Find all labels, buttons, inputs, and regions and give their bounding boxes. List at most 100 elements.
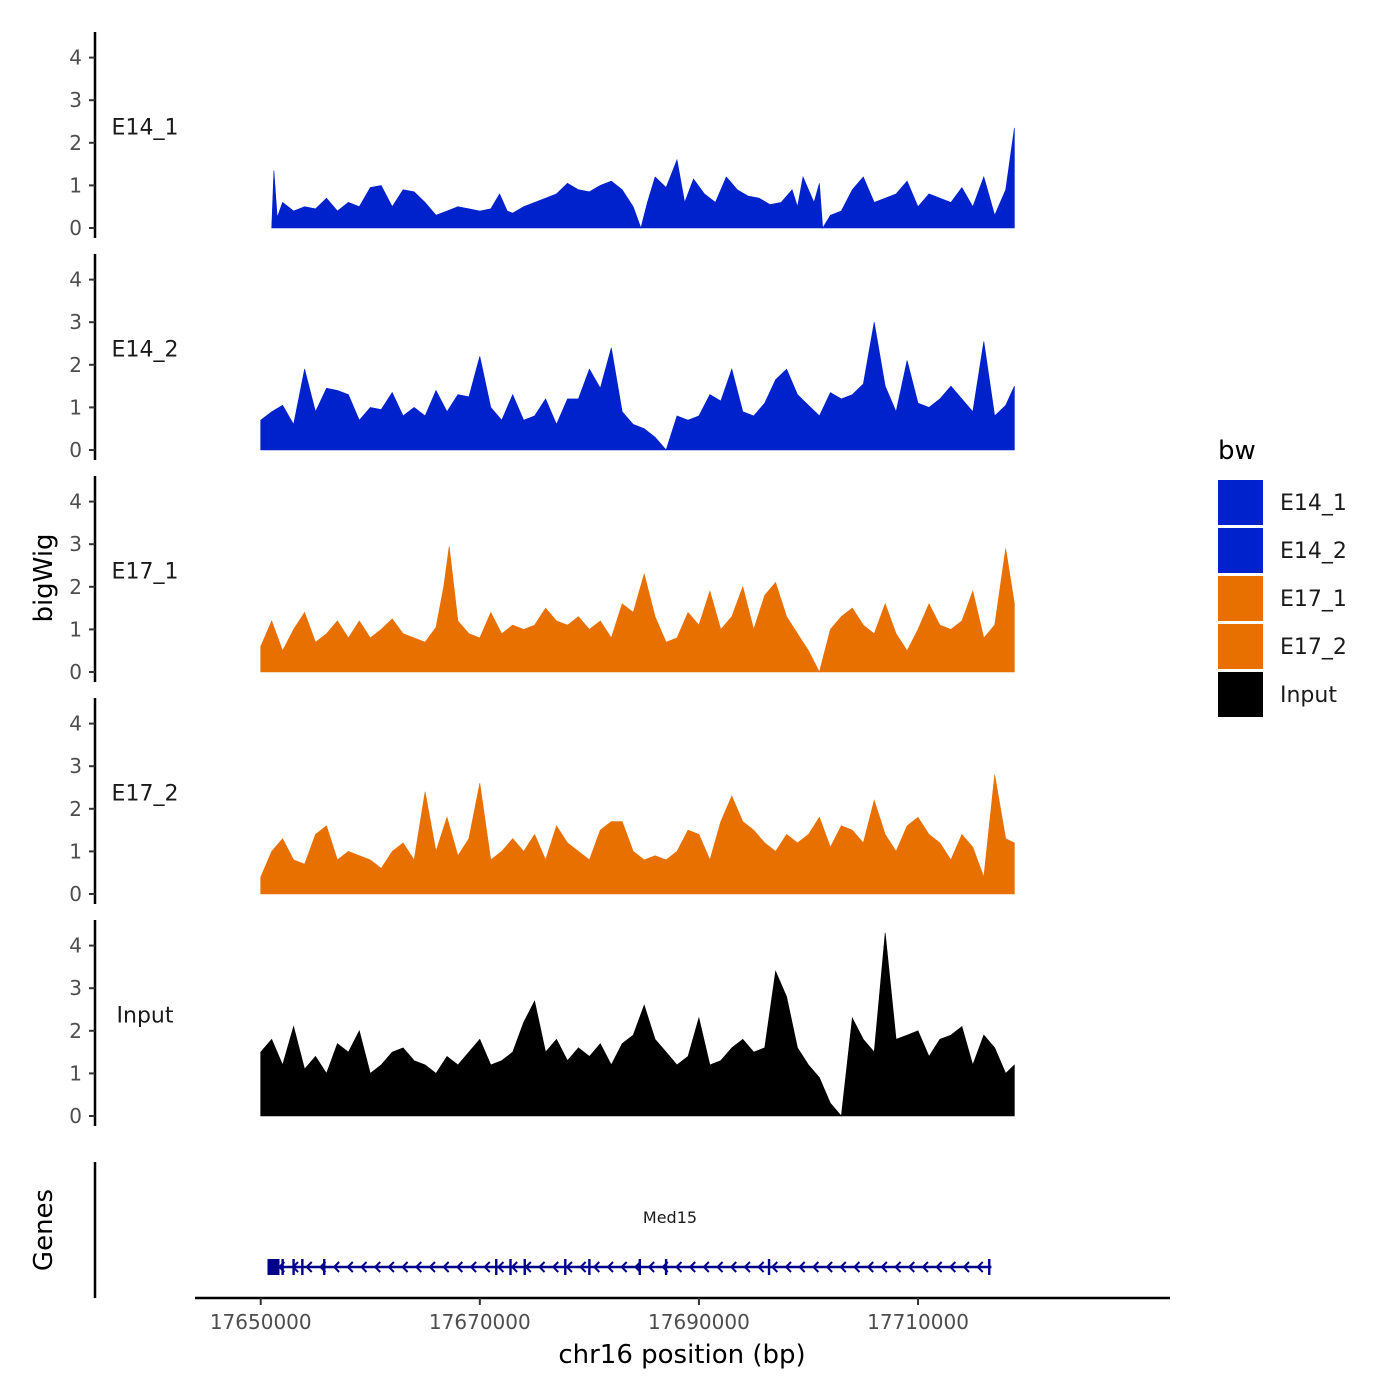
gene-exon xyxy=(988,1259,991,1275)
track-input: 0 1 2 3 4 Input xyxy=(69,920,1015,1128)
legend-swatch xyxy=(1218,624,1263,669)
x-axis-ticks: 17650000 17670000 17690000 17710000 xyxy=(210,1298,969,1334)
track-label: E17_1 xyxy=(112,559,179,584)
area-e17-2 xyxy=(260,774,1015,895)
strand-arrow xyxy=(743,1261,751,1273)
gene-exon xyxy=(664,1259,668,1275)
strand-arrow xyxy=(962,1261,970,1273)
gene-exon xyxy=(275,1259,279,1275)
legend: bw E14_1 E14_2 E17_1 E17_2 Input xyxy=(1218,436,1347,717)
track-label: E17_2 xyxy=(112,781,179,806)
legend-label: E17_1 xyxy=(1280,587,1347,612)
legend-label: Input xyxy=(1280,683,1337,708)
legend-label: E17_2 xyxy=(1280,635,1347,660)
y-tick-label: 3 xyxy=(69,976,82,1000)
x-tick-label: 17670000 xyxy=(429,1310,531,1334)
legend-title: bw xyxy=(1218,436,1256,466)
strand-arrow xyxy=(675,1261,683,1273)
y-tick-label: 0 xyxy=(69,216,82,240)
y-tick-label: 1 xyxy=(69,173,82,197)
y-tick-label: 1 xyxy=(69,839,82,863)
strand-arrow xyxy=(332,1261,340,1273)
legend-item-e17-1: E17_1 xyxy=(1218,576,1347,621)
y-tick-label: 3 xyxy=(69,532,82,556)
y-tick-label: 1 xyxy=(69,617,82,641)
strand-arrow xyxy=(839,1261,847,1273)
strand-arrow xyxy=(866,1261,874,1273)
track-label: E14_1 xyxy=(112,115,179,140)
strand-arrow xyxy=(825,1261,833,1273)
gene-panel: Med15 xyxy=(93,1162,992,1298)
y-tick-label: 2 xyxy=(69,353,82,377)
strand-arrow xyxy=(551,1261,559,1273)
y-tick-label: 4 xyxy=(69,490,82,514)
strand-arrow xyxy=(538,1261,546,1273)
y-tick-label: 4 xyxy=(69,934,82,958)
y-tick-label: 2 xyxy=(69,797,82,821)
strand-arrow xyxy=(346,1261,354,1273)
legend-label: E14_2 xyxy=(1280,539,1347,564)
legend-item-e14-2: E14_2 xyxy=(1218,528,1347,573)
area-e14-2 xyxy=(260,322,1015,451)
strand-arrow xyxy=(716,1261,724,1273)
x-axis: 17650000 17670000 17690000 17710000 xyxy=(195,1296,1170,1334)
strand-arrow xyxy=(921,1261,929,1273)
strand-arrow xyxy=(469,1261,477,1273)
area-e17-1 xyxy=(260,546,1015,673)
gene-exon xyxy=(281,1259,284,1275)
y-tick-label: 0 xyxy=(69,438,82,462)
strand-arrow xyxy=(414,1261,422,1273)
strand-arrow xyxy=(483,1261,491,1273)
legend-swatch xyxy=(1218,672,1263,717)
x-tick-label: 17710000 xyxy=(867,1310,969,1334)
strand-arrow xyxy=(373,1261,381,1273)
area-e14-1 xyxy=(271,127,1015,230)
strand-arrow xyxy=(579,1261,587,1273)
genes-axis-title: Genes xyxy=(29,1189,59,1271)
gene-exon xyxy=(523,1259,526,1275)
strand-arrow xyxy=(620,1261,628,1273)
strand-arrow xyxy=(770,1261,779,1273)
area-input xyxy=(260,932,1015,1117)
track-e14-1: 0 1 2 3 4 E14_1 xyxy=(69,32,1015,240)
gene-exon xyxy=(509,1259,512,1275)
legend-item-e17-2: E17_2 xyxy=(1218,624,1347,669)
strand-arrow xyxy=(784,1261,792,1273)
track-label: E14_2 xyxy=(112,337,179,362)
strand-arrow xyxy=(428,1261,436,1273)
strand-arrow xyxy=(702,1261,710,1273)
gene-exon xyxy=(588,1259,591,1275)
bigwig-tracks: 0 1 2 3 4 E14_1 0 1 2 3 4 E14_2 0 1 2 3 4 E17_1 0 1 2 3 4 E17_2… xyxy=(69,32,1015,1128)
gene-label-med15[interactable]: Med15 xyxy=(643,1208,697,1227)
strand-arrow xyxy=(510,1261,518,1273)
y-tick-label: 3 xyxy=(69,88,82,112)
gene-exon xyxy=(767,1259,771,1275)
track-e14-2: 0 1 2 3 4 E14_2 xyxy=(69,254,1015,462)
gene-exon xyxy=(301,1259,304,1275)
strand-arrow xyxy=(442,1261,450,1273)
y-tick-label: 3 xyxy=(69,754,82,778)
strand-arrow xyxy=(647,1261,655,1273)
strand-arrow xyxy=(387,1261,395,1273)
x-tick-label: 17650000 xyxy=(210,1310,312,1334)
strand-arrow xyxy=(592,1261,601,1273)
gene-model[interactable] xyxy=(267,1259,992,1275)
legend-swatch xyxy=(1218,576,1263,621)
strand-arrow xyxy=(606,1261,614,1273)
y-tick-label: 2 xyxy=(69,131,82,155)
strand-arrow xyxy=(798,1261,806,1273)
legend-swatch xyxy=(1218,480,1263,525)
x-axis-title: chr16 position (bp) xyxy=(558,1340,805,1370)
strand-arrow xyxy=(360,1261,368,1273)
strand-arrow xyxy=(880,1261,888,1273)
strand-arrow xyxy=(497,1261,505,1273)
strand-arrow xyxy=(976,1261,984,1273)
strand-arrow xyxy=(907,1261,915,1273)
strand-arrow xyxy=(757,1261,765,1273)
gene-exon xyxy=(495,1259,498,1275)
y-tick-label: 2 xyxy=(69,575,82,599)
y-tick-label: 0 xyxy=(69,882,82,906)
y-tick-label: 2 xyxy=(69,1019,82,1043)
